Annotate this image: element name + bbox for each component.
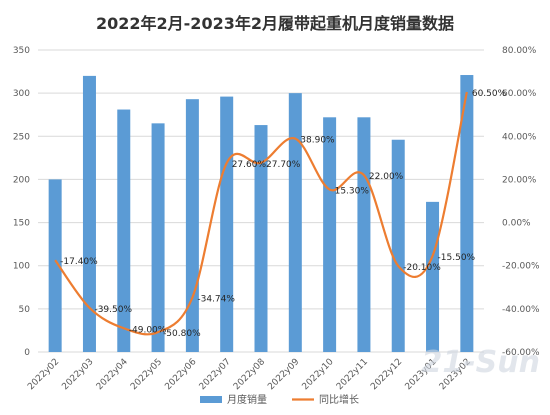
bar [323, 117, 337, 352]
line-data-label: -20.10% [403, 263, 441, 273]
chart-title: 2022年2月-2023年2月履带起重机月度销量数据 [96, 14, 454, 33]
watermark: 21-Sun [421, 345, 540, 380]
y-right-tick-label: -40.00% [502, 305, 540, 315]
line-data-label: -49.00% [129, 325, 167, 335]
line-data-label: -34.74% [197, 295, 235, 305]
y-left-tick-label: 50 [19, 305, 31, 315]
bar [82, 75, 96, 352]
bar [117, 109, 131, 352]
y-left-tick-label: 100 [13, 262, 30, 272]
x-tick-label: 2022y08 [232, 357, 267, 392]
x-tick-label: 2022y07 [198, 357, 233, 392]
line-data-label: -17.40% [60, 257, 98, 267]
y-left-tick-label: 350 [13, 46, 30, 56]
bar [391, 139, 405, 352]
bar [426, 201, 440, 352]
y-right-tick-label: 40.00% [502, 132, 537, 142]
x-tick-label: 2022y06 [163, 357, 198, 392]
y-left-tick-label: 250 [13, 132, 30, 142]
bar [185, 99, 199, 352]
bar [254, 125, 268, 352]
bar [48, 179, 62, 352]
y-right-tick-label: -60.00% [502, 348, 540, 358]
line-data-label: 15.30% [335, 187, 370, 197]
x-tick-label: 2022y11 [335, 357, 370, 392]
y-right-tick-label: 0.00% [502, 219, 531, 229]
line-data-label: 38.90% [300, 136, 335, 146]
growth-line [54, 91, 468, 336]
line-data-label: 27.70% [266, 160, 301, 170]
bar [151, 123, 165, 352]
x-tick-label: 2022y04 [95, 357, 130, 392]
line-data-label: -50.80% [163, 329, 201, 339]
line-data-label: 60.50% [472, 89, 507, 99]
legend-label-line: 同比增长 [319, 393, 359, 406]
bar [460, 75, 474, 352]
x-tick-label: 2022y09 [266, 357, 301, 392]
x-tick-label: 2022y02 [26, 357, 61, 392]
x-tick-label: 2022y05 [129, 357, 164, 392]
x-tick-label: 2022y10 [301, 357, 336, 392]
y-left-tick-label: 150 [13, 219, 30, 229]
y-left-tick-label: 0 [24, 348, 30, 358]
y-right-tick-label: 80.00% [502, 46, 537, 56]
line-data-label: -15.50% [438, 253, 476, 263]
bar [357, 117, 371, 352]
y-right-tick-label: 20.00% [502, 175, 537, 185]
y-left-tick-label: 200 [13, 175, 30, 185]
x-tick-label: 2022y03 [60, 357, 95, 392]
y-left-tick-label: 300 [13, 89, 30, 99]
legend-label-bar: 月度销量 [227, 393, 267, 406]
line-data-label: -39.50% [94, 305, 132, 315]
line-data-label: 22.00% [369, 172, 404, 182]
bar [288, 93, 302, 353]
y-right-tick-label: 60.00% [502, 89, 537, 99]
x-tick-label: 2022y12 [369, 357, 404, 392]
legend-swatch-bar [200, 396, 222, 403]
line-data-label: 27.60% [232, 160, 267, 170]
y-right-tick-label: -20.00% [502, 262, 540, 272]
bar [220, 96, 234, 352]
